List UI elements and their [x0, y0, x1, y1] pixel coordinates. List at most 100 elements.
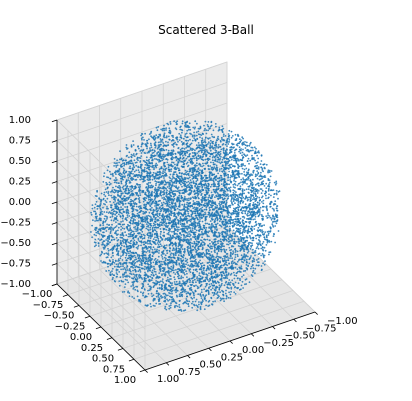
- scatter-point: [170, 271, 172, 273]
- scatter-point: [252, 199, 254, 201]
- scatter-point: [239, 271, 241, 273]
- scatter-point: [210, 153, 212, 155]
- scatter-point: [221, 197, 223, 199]
- scatter-point: [172, 249, 174, 251]
- scatter-point: [194, 208, 196, 210]
- scatter-point: [258, 258, 260, 260]
- scatter-point: [163, 216, 165, 218]
- scatter-point: [202, 299, 204, 301]
- scatter-point: [252, 172, 254, 174]
- scatter-point: [107, 266, 109, 268]
- scatter-point: [257, 192, 259, 194]
- scatter-point: [152, 233, 154, 235]
- scatter-point: [123, 242, 125, 244]
- scatter-point: [239, 146, 241, 148]
- scatter-point: [252, 170, 254, 172]
- scatter-point: [270, 195, 272, 197]
- scatter-point: [152, 249, 154, 251]
- scatter-point: [95, 203, 97, 205]
- scatter-point: [135, 236, 137, 238]
- scatter-point: [250, 245, 252, 247]
- scatter-point: [247, 197, 249, 199]
- scatter-point: [237, 134, 239, 136]
- scatter-point: [209, 267, 211, 269]
- scatter-point: [174, 229, 176, 231]
- scatter-point: [198, 304, 200, 306]
- scatter-point: [212, 281, 214, 283]
- scatter-point: [198, 198, 200, 200]
- scatter-point: [225, 298, 227, 300]
- scatter-point: [249, 199, 251, 201]
- scatter-point: [106, 176, 108, 178]
- scatter-point: [174, 164, 176, 166]
- scatter-point: [178, 236, 180, 238]
- scatter-point: [253, 192, 255, 194]
- scatter-point: [202, 253, 204, 255]
- scatter-point: [260, 166, 262, 168]
- scatter-point: [196, 123, 198, 125]
- scatter-point: [102, 232, 104, 234]
- scatter-point: [250, 255, 252, 257]
- scatter-point: [200, 144, 202, 146]
- scatter-point: [165, 127, 167, 129]
- scatter-point: [247, 233, 249, 235]
- scatter-point: [184, 153, 186, 155]
- scatter-point: [126, 185, 128, 187]
- scatter-point: [138, 245, 140, 247]
- scatter-point: [157, 287, 159, 289]
- scatter-point: [211, 145, 213, 147]
- scatter-point: [151, 185, 153, 187]
- scatter-point: [276, 182, 278, 184]
- scatter-point: [145, 228, 147, 230]
- scatter-point: [255, 214, 257, 216]
- scatter-point: [148, 199, 150, 201]
- scatter-point: [218, 161, 220, 163]
- scatter-point: [184, 217, 186, 219]
- scatter-point: [255, 194, 257, 196]
- scatter-point: [138, 266, 140, 268]
- scatter-point: [274, 225, 276, 227]
- scatter-point: [173, 272, 175, 274]
- scatter-point: [118, 260, 120, 262]
- scatter-point: [160, 280, 162, 282]
- scatter-point: [261, 182, 263, 184]
- scatter-point: [254, 251, 256, 253]
- scatter-point: [157, 159, 159, 161]
- scatter-point: [251, 233, 253, 235]
- scatter-point: [125, 203, 127, 205]
- scatter-point: [235, 250, 237, 252]
- scatter-point: [103, 211, 105, 213]
- scatter-point: [166, 149, 168, 151]
- scatter-point: [224, 277, 226, 279]
- scatter-point: [238, 142, 240, 144]
- scatter-point: [266, 217, 268, 219]
- scatter-point: [121, 245, 123, 247]
- scatter-point: [190, 179, 192, 181]
- scatter-point: [125, 252, 127, 254]
- scatter-point: [175, 168, 177, 170]
- scatter-point: [148, 187, 150, 189]
- scatter-point: [217, 157, 219, 159]
- scatter-point: [188, 181, 190, 183]
- scatter-point: [179, 126, 181, 128]
- scatter-point: [174, 203, 176, 205]
- scatter-point: [147, 271, 149, 273]
- scatter-point: [226, 158, 228, 160]
- scatter-point: [189, 280, 191, 282]
- scatter-point: [241, 159, 243, 161]
- scatter-point: [187, 268, 189, 270]
- scatter-point: [219, 284, 221, 286]
- scatter-point: [179, 232, 181, 234]
- scatter-point: [204, 244, 206, 246]
- scatter-point: [141, 171, 143, 173]
- scatter-point: [258, 239, 260, 241]
- scatter-point: [259, 179, 261, 181]
- scatter-point: [173, 257, 175, 259]
- scatter-point: [171, 220, 173, 222]
- scatter-point: [120, 276, 122, 278]
- scatter-point: [164, 132, 166, 134]
- scatter-point: [203, 225, 205, 227]
- scatter-point: [140, 155, 142, 157]
- scatter-point: [177, 212, 179, 214]
- scatter-point: [156, 219, 158, 221]
